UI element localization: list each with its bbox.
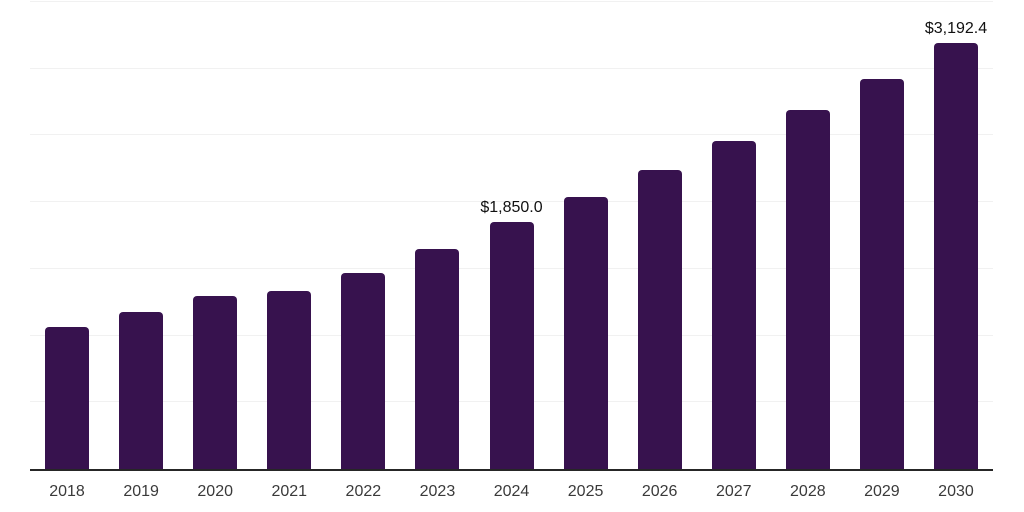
bar-2020 bbox=[193, 295, 238, 469]
bar-slot-2020 bbox=[178, 2, 252, 469]
bar-2021 bbox=[267, 290, 312, 469]
bar-slot-2025 bbox=[549, 2, 623, 469]
bar-slot-2030: $3,192.4 bbox=[919, 2, 993, 469]
bar-slot-2029 bbox=[845, 2, 919, 469]
bar-2028 bbox=[785, 110, 830, 469]
bar-slot-2026 bbox=[623, 2, 697, 469]
bar-value-label-2024: $1,850.0 bbox=[480, 199, 543, 217]
x-tick-2025: 2025 bbox=[567, 483, 604, 500]
bar-slot-2028 bbox=[771, 2, 845, 469]
bar-2029 bbox=[859, 78, 904, 469]
bar-2027 bbox=[711, 140, 756, 469]
x-tick-2021: 2021 bbox=[271, 483, 308, 500]
x-tick-2024: 2024 bbox=[493, 483, 530, 500]
bar-slot-2019 bbox=[104, 2, 178, 469]
bar-slot-2018 bbox=[30, 2, 104, 469]
x-axis-line bbox=[30, 469, 993, 471]
x-axis-tick-labels: 2018 2019 2020 2021 2022 2023 2024 2025 2026 2027… bbox=[30, 483, 993, 501]
x-tick-2026: 2026 bbox=[641, 483, 678, 500]
gridline-2000 bbox=[30, 201, 993, 203]
bar-2018 bbox=[45, 326, 90, 469]
bar-value-label-2030: $3,192.4 bbox=[924, 20, 988, 38]
gridline-2500 bbox=[30, 134, 993, 136]
x-tick-2029: 2029 bbox=[864, 483, 900, 500]
x-tick-2030: 2030 bbox=[938, 483, 974, 500]
x-tick-2028: 2028 bbox=[790, 483, 826, 500]
bar-2025 bbox=[563, 196, 608, 469]
bar-slot-2027 bbox=[697, 2, 771, 469]
bar-slot-2022 bbox=[326, 2, 400, 469]
bar-2030: $3,192.4 bbox=[925, 20, 987, 469]
bar-slot-2024: $1,850.0 bbox=[474, 2, 548, 469]
gridline-3000 bbox=[30, 67, 993, 69]
bar-2022 bbox=[341, 272, 386, 469]
bar-2024: $1,850.0 bbox=[480, 199, 543, 469]
bar-series: $1,850.0 $3,192.4 bbox=[30, 2, 993, 469]
bar-2026 bbox=[637, 170, 682, 469]
x-tick-2023: 2023 bbox=[419, 483, 456, 500]
bar-slot-2023 bbox=[400, 2, 474, 469]
plot-area: $1,850.0 $3,192.4 bbox=[30, 1, 993, 471]
bar-slot-2021 bbox=[252, 2, 326, 469]
gridline-3500 bbox=[30, 1, 993, 2]
x-tick-2020: 2020 bbox=[197, 483, 233, 500]
x-tick-2022: 2022 bbox=[345, 483, 382, 500]
bar-2023 bbox=[415, 248, 460, 469]
x-tick-2027: 2027 bbox=[715, 483, 752, 500]
x-tick-2019: 2019 bbox=[123, 483, 159, 500]
x-tick-2018: 2018 bbox=[49, 483, 85, 500]
bar-2019 bbox=[119, 311, 164, 469]
